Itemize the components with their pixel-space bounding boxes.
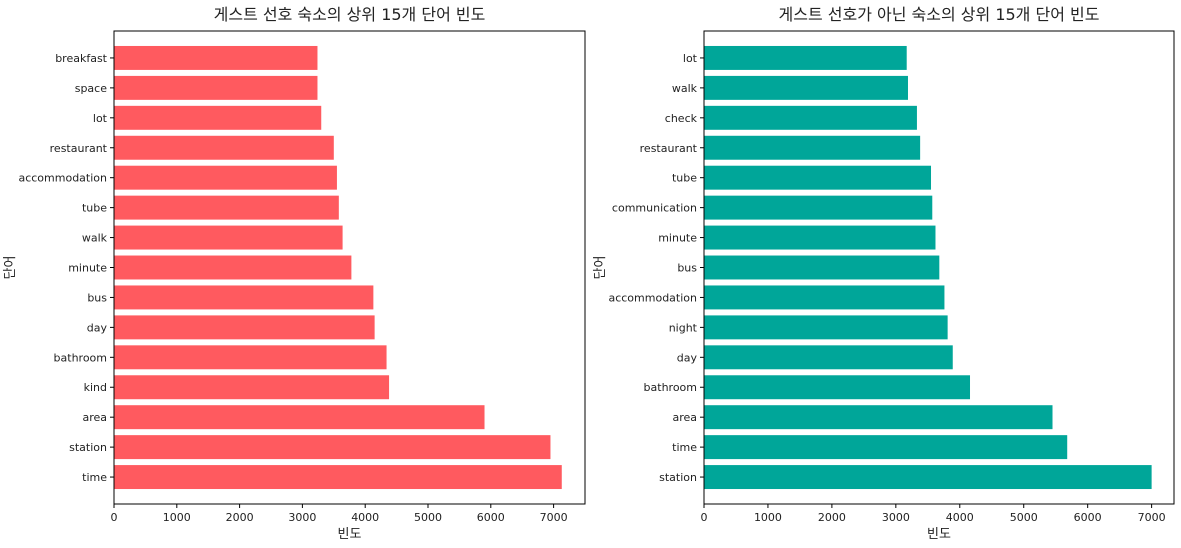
y-tick-label: time xyxy=(672,441,697,454)
chart-title: 게스트 선호가 아닌 숙소의 상위 15개 단어 빈도 xyxy=(779,5,1100,24)
bar-restaurant xyxy=(704,135,921,160)
x-tick-label: 0 xyxy=(111,511,118,524)
y-tick-label: bathroom xyxy=(644,381,697,394)
bar-space xyxy=(114,75,318,100)
bar-check xyxy=(704,105,917,130)
x-tick-label: 6000 xyxy=(477,511,505,524)
bar-walk xyxy=(114,225,343,250)
y-tick-label: check xyxy=(665,112,698,125)
x-tick-label: 2000 xyxy=(818,511,846,524)
bar-bus xyxy=(704,255,940,280)
y-tick-label: station xyxy=(659,471,697,484)
bar-kind xyxy=(114,375,390,400)
y-tick-label: area xyxy=(82,411,107,424)
y-tick-label: walk xyxy=(82,232,108,245)
y-tick-label: day xyxy=(87,321,108,334)
y-tick-label: minute xyxy=(658,232,697,245)
x-tick-label: 3000 xyxy=(882,511,910,524)
x-axis-label: 빈도 xyxy=(338,527,362,542)
x-tick-label: 4000 xyxy=(351,511,379,524)
y-tick-label: area xyxy=(672,411,697,424)
bar-breakfast xyxy=(114,45,318,70)
y-tick-label: accommodation xyxy=(18,172,107,185)
y-tick-label: bus xyxy=(87,291,107,304)
y-tick-label: restaurant xyxy=(640,142,698,155)
x-tick-label: 7000 xyxy=(540,511,568,524)
chart-preferred: 게스트 선호 숙소의 상위 15개 단어 빈도 time station area ki… xyxy=(3,5,586,542)
bar-communication xyxy=(704,195,933,220)
y-axis-label: 단어 xyxy=(593,256,608,280)
y-tick-label: walk xyxy=(672,82,698,95)
bar-area xyxy=(114,405,485,430)
bar-day xyxy=(704,345,953,370)
x-tick-label: 7000 xyxy=(1138,511,1166,524)
bar-restaurant xyxy=(114,135,334,160)
x-axis-label: 빈도 xyxy=(927,527,951,542)
chart-title: 게스트 선호 숙소의 상위 15개 단어 빈도 xyxy=(214,5,486,24)
bar-night xyxy=(704,315,948,340)
y-tick-label: minute xyxy=(68,262,107,275)
x-tick-label: 3000 xyxy=(288,511,316,524)
bar-station xyxy=(704,465,1152,490)
y-tick-label: lot xyxy=(683,52,698,65)
bar-accommodation xyxy=(704,285,945,310)
y-tick-label: space xyxy=(75,82,108,95)
bar-bus xyxy=(114,285,374,310)
y-tick-label: tube xyxy=(82,202,107,215)
y-tick-label: breakfast xyxy=(55,52,107,65)
bar-accommodation xyxy=(114,165,337,190)
bar-day xyxy=(114,315,375,340)
y-tick-label: kind xyxy=(84,381,107,394)
y-tick-label: time xyxy=(82,471,107,484)
x-tick-label: 6000 xyxy=(1074,511,1102,524)
bar-area xyxy=(704,405,1053,430)
bar-tube xyxy=(704,165,932,190)
x-tick-label: 1000 xyxy=(163,511,191,524)
bar-bathroom xyxy=(704,375,971,400)
bar-time xyxy=(114,465,562,490)
bar-bathroom xyxy=(114,345,387,370)
chart-not-preferred: 게스트 선호가 아닌 숙소의 상위 15개 단어 빈도 station time ar… xyxy=(593,5,1175,542)
bar-minute xyxy=(704,225,936,250)
y-tick-label: day xyxy=(677,351,698,364)
y-tick-label: restaurant xyxy=(50,142,108,155)
y-tick-label: night xyxy=(669,321,698,334)
x-tick-label: 5000 xyxy=(1010,511,1038,524)
bar-station xyxy=(114,435,551,460)
x-tick-label: 5000 xyxy=(414,511,442,524)
bar-tube xyxy=(114,195,339,220)
y-tick-label: accommodation xyxy=(608,291,697,304)
x-tick-label: 4000 xyxy=(946,511,974,524)
x-tick-label: 2000 xyxy=(226,511,254,524)
bar-walk xyxy=(704,75,908,100)
y-tick-label: station xyxy=(69,441,107,454)
bar-minute xyxy=(114,255,352,280)
bar-lot xyxy=(704,45,907,70)
y-tick-label: bus xyxy=(677,262,697,275)
bar-time xyxy=(704,435,1068,460)
y-tick-label: tube xyxy=(672,172,697,185)
x-tick-label: 0 xyxy=(701,511,708,524)
x-tick-label: 1000 xyxy=(754,511,782,524)
y-tick-label: lot xyxy=(93,112,108,125)
y-axis-label: 단어 xyxy=(3,256,18,280)
y-tick-label: communication xyxy=(612,202,697,215)
y-tick-label: bathroom xyxy=(54,351,107,364)
bar-lot xyxy=(114,105,322,130)
